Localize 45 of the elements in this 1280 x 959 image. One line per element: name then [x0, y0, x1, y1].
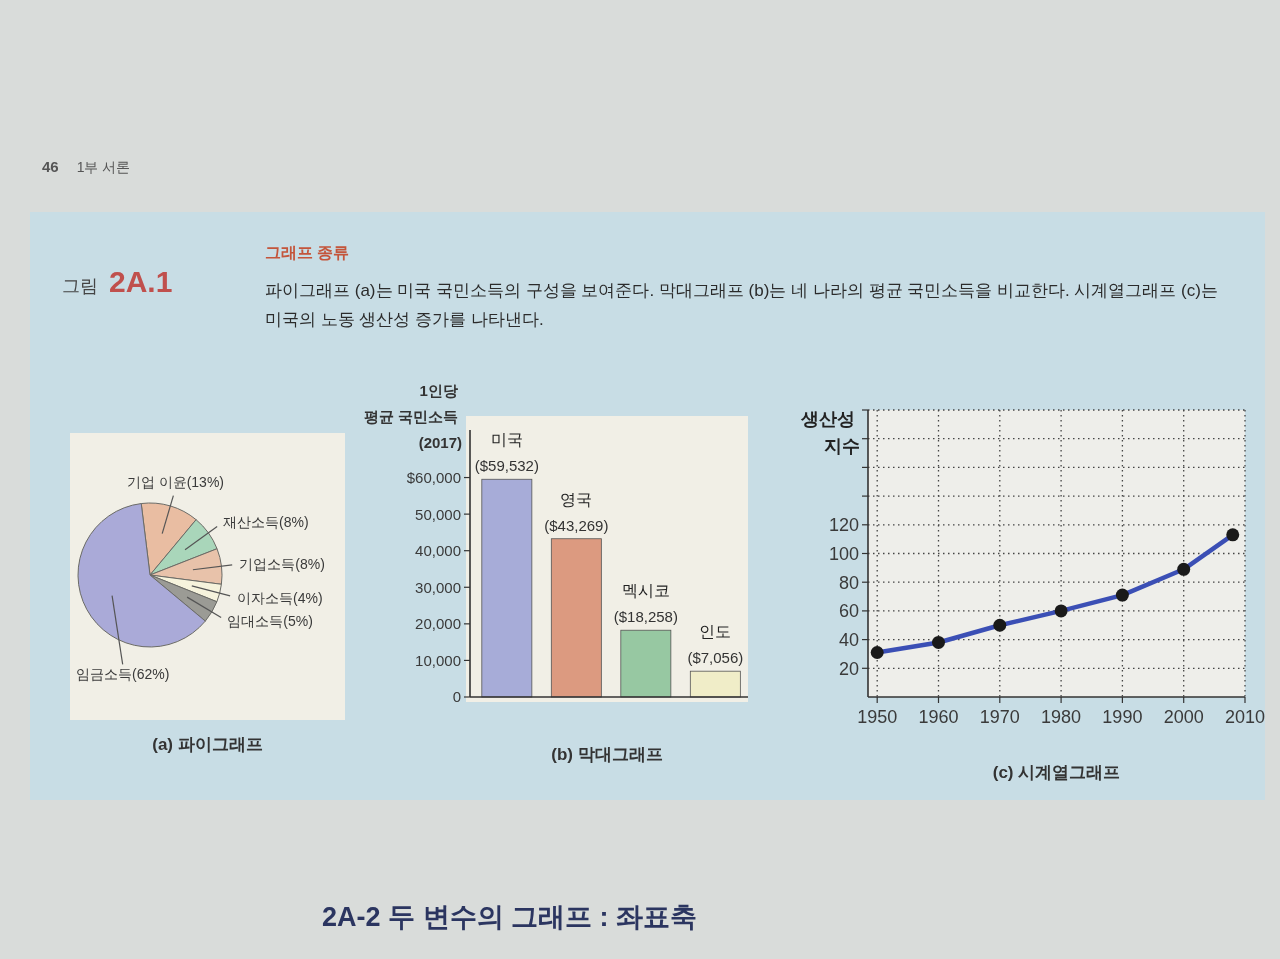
slice-label: 임대소득(5%): [227, 613, 313, 630]
y-tick-label: 40,000: [415, 542, 461, 560]
slice-label: 기업 이윤(13%): [126, 473, 225, 490]
y-tick-label: 120: [828, 515, 859, 536]
y-tick-label: 50,000: [415, 505, 461, 523]
text: 2A-2 두 변수의 그래프 : 좌표축: [322, 902, 698, 932]
slice-label: 임금소득(62%): [76, 666, 170, 683]
x-tick-label: 2010: [1224, 707, 1266, 727]
y-axis-title: 생산성 지수: [799, 409, 860, 456]
y-axis-title: 1인당 평균 국민소득 (2017): [363, 382, 462, 451]
text: 파이그래프 (a)는 미국 국민소득의 구성을 보여준다. 막대그래프 (b)는 네 나라의 평균 국민소득을 비교한다. 시계열그래프 (c)는 미국의 노동 생산성 증가를 나타낸다.: [265, 281, 1218, 329]
data-label: ($18,258): [613, 608, 678, 626]
y-tick-label: 40: [838, 630, 859, 651]
slice-label: 재산소득(8%): [223, 514, 309, 531]
y-tick-label: 10,000: [415, 651, 461, 669]
text: (b) 막대그래프: [551, 745, 663, 764]
x-tick-label: 1990: [1102, 707, 1143, 727]
x-tick-label: 영국: [560, 490, 593, 508]
x-tick-label: 인도: [699, 623, 732, 641]
y-tick-label: 100: [828, 543, 859, 564]
y-tick-label: 30,000: [415, 578, 461, 596]
x-tick-label: 1970: [979, 707, 1020, 727]
text: (c) 시계열그래프: [992, 763, 1121, 782]
slice-label: 기업소득(8%): [239, 556, 325, 573]
text: 46: [42, 158, 59, 175]
x-tick-label: 미국: [490, 431, 523, 449]
caption: 그림 2A.1: [62, 265, 173, 298]
data-label: ($43,269): [544, 516, 609, 534]
y-tick-label: 80: [838, 572, 859, 593]
text: 1부 서론: [76, 159, 131, 175]
y-tick-label: $60,000: [406, 468, 461, 486]
y-tick-label: 60: [838, 601, 859, 622]
x-tick-label: 1950: [857, 707, 898, 727]
y-tick-label: 0: [452, 688, 461, 706]
y-tick-label: 20,000: [415, 615, 461, 633]
x-tick-label: 1960: [918, 707, 959, 727]
data-label: ($59,532): [474, 457, 539, 475]
x-tick-label: 2000: [1163, 707, 1204, 727]
x-tick-label: 멕시코: [621, 582, 670, 600]
data-label: ($7,056): [687, 649, 744, 667]
text: (a) 파이그래프: [152, 735, 263, 754]
y-tick-label: 20: [838, 658, 859, 679]
slice-label: 이자소득(4%): [237, 589, 323, 606]
text: 그래프 종류: [265, 244, 350, 261]
x-tick-label: 1980: [1041, 707, 1082, 727]
